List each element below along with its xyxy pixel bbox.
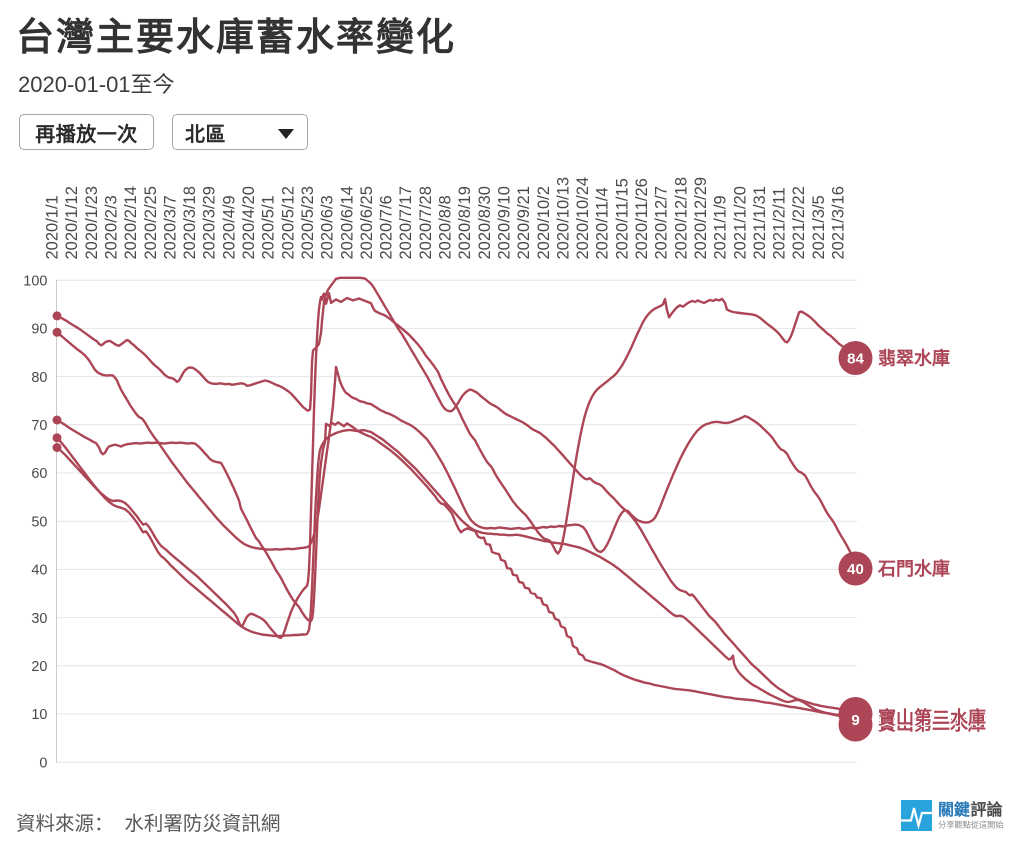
svg-text:石門水庫: 石門水庫 [877,558,950,579]
svg-text:分享觀點從這開始: 分享觀點從這開始 [938,820,1004,830]
svg-text:60: 60 [31,466,47,482]
svg-text:2020/9/10: 2020/9/10 [495,186,513,259]
svg-text:50: 50 [31,514,47,530]
svg-text:40: 40 [847,561,864,578]
svg-text:9: 9 [851,712,859,729]
svg-text:2020/7/6: 2020/7/6 [378,195,396,259]
svg-text:2020/12/29: 2020/12/29 [692,177,710,260]
svg-text:2020/5/12: 2020/5/12 [279,186,297,259]
svg-text:2021/3/5: 2021/3/5 [810,195,828,259]
svg-text:2020/12/18: 2020/12/18 [672,177,690,260]
svg-text:2020/10/13: 2020/10/13 [554,177,572,260]
svg-text:2020/1/1: 2020/1/1 [44,195,62,259]
svg-text:2020/4/20: 2020/4/20 [240,186,258,259]
svg-text:2021/3/16: 2021/3/16 [830,186,848,259]
svg-text:2021/1/9: 2021/1/9 [712,195,730,259]
svg-text:100: 100 [23,273,47,289]
svg-text:2020/6/3: 2020/6/3 [319,195,337,259]
svg-text:2020/2/14: 2020/2/14 [122,186,140,259]
svg-text:20: 20 [31,659,47,675]
svg-text:2020/5/1: 2020/5/1 [260,195,278,259]
svg-text:2020/6/14: 2020/6/14 [338,186,356,259]
svg-text:2021/1/31: 2021/1/31 [751,186,769,259]
svg-text:2020/4/9: 2020/4/9 [220,195,238,259]
svg-text:2021/1/20: 2021/1/20 [731,186,749,259]
svg-text:2020/3/7: 2020/3/7 [161,195,179,259]
svg-text:84: 84 [847,350,864,367]
svg-text:2020/10/24: 2020/10/24 [574,177,592,260]
svg-text:2020/5/23: 2020/5/23 [299,186,317,259]
svg-text:2020/3/18: 2020/3/18 [181,186,199,259]
svg-text:2021/2/22: 2021/2/22 [790,186,808,259]
svg-text:2020/11/26: 2020/11/26 [633,178,651,259]
svg-text:2020/7/28: 2020/7/28 [417,186,435,259]
svg-text:2020/8/8: 2020/8/8 [437,195,455,259]
svg-text:關鍵: 關鍵 [938,800,970,819]
svg-text:80: 80 [31,370,47,386]
svg-text:70: 70 [31,418,47,434]
svg-text:2020/11/4: 2020/11/4 [594,187,612,259]
svg-text:寶山第二水庫: 寶山第二水庫 [878,707,986,728]
svg-text:2020/2/3: 2020/2/3 [102,195,120,259]
svg-text:2020/8/19: 2020/8/19 [456,186,474,259]
svg-text:10: 10 [31,707,47,723]
svg-text:2020/10/2: 2020/10/2 [535,186,553,259]
svg-text:2021/2/11: 2021/2/11 [771,187,789,259]
svg-text:2020/3/29: 2020/3/29 [201,186,219,259]
svg-text:40: 40 [31,563,47,579]
svg-text:寶山第二水庫: 寶山第二水庫 [878,713,986,734]
svg-text:評論: 評論 [971,800,1004,819]
svg-text:90: 90 [31,322,47,338]
svg-text:2020/9/21: 2020/9/21 [515,186,533,259]
svg-text:0: 0 [39,755,47,771]
svg-text:2020/11/15: 2020/11/15 [613,178,631,259]
svg-text:2020/8/30: 2020/8/30 [476,186,494,259]
svg-text:2020/2/25: 2020/2/25 [142,186,160,259]
svg-text:2020/6/25: 2020/6/25 [358,186,376,259]
svg-text:2020/12/7: 2020/12/7 [653,186,671,259]
svg-text:30: 30 [31,611,47,627]
svg-text:2020/1/23: 2020/1/23 [83,186,101,259]
svg-text:翡翠水庫: 翡翠水庫 [878,348,950,369]
svg-text:2020/7/17: 2020/7/17 [397,186,415,259]
svg-text:2020/1/12: 2020/1/12 [63,186,81,259]
